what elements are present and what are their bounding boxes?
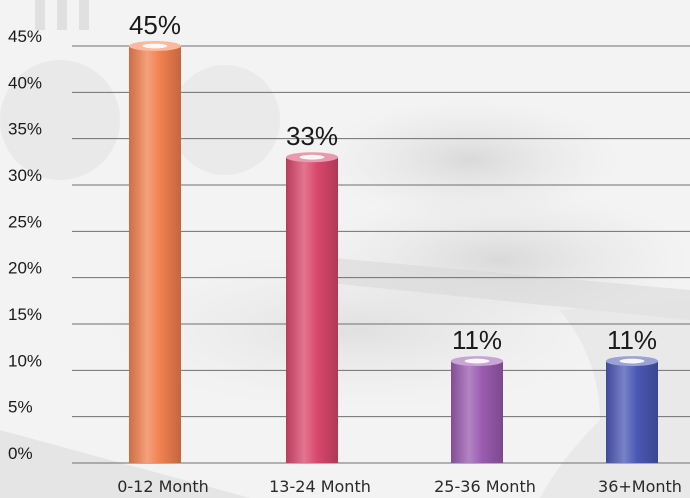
y-tick-label: 40% — [8, 73, 42, 92]
y-tick-label: 5% — [8, 398, 33, 417]
y-tick-label: 15% — [8, 305, 42, 324]
y-axis-ticks: 0% 5% 10% 15% 20% 25% 30% 35% 40% 45% — [8, 27, 42, 463]
bars — [129, 41, 658, 463]
x-category-label: 0-12 Month — [117, 477, 209, 496]
bar — [286, 157, 338, 463]
bar — [606, 361, 658, 463]
value-label: 11% — [452, 325, 502, 355]
y-tick-label: 10% — [8, 351, 42, 370]
bar-top-highlight — [619, 358, 645, 364]
value-labels: 45% 33% 11% 11% — [129, 10, 657, 355]
bar — [451, 361, 503, 463]
y-tick-label: 0% — [8, 444, 33, 463]
y-tick-label: 30% — [8, 166, 42, 185]
bar-top-highlight — [142, 43, 168, 49]
x-axis-categories: 0-12 Month 13-24 Month 25-36 Month 36+Month — [117, 477, 682, 496]
x-category-label: 25-36 Month — [434, 477, 536, 496]
y-tick-label: 35% — [8, 120, 42, 139]
bar — [129, 46, 181, 463]
value-label: 45% — [129, 10, 181, 40]
bar-top-highlight — [464, 358, 490, 364]
x-category-label: 13-24 Month — [269, 477, 371, 496]
y-tick-label: 45% — [8, 27, 42, 46]
bar-top-highlight — [299, 154, 325, 160]
x-category-label: 36+Month — [598, 477, 682, 496]
y-tick-label: 20% — [8, 259, 42, 278]
y-tick-label: 25% — [8, 212, 42, 231]
value-label: 11% — [607, 325, 657, 355]
value-label: 33% — [286, 121, 338, 151]
